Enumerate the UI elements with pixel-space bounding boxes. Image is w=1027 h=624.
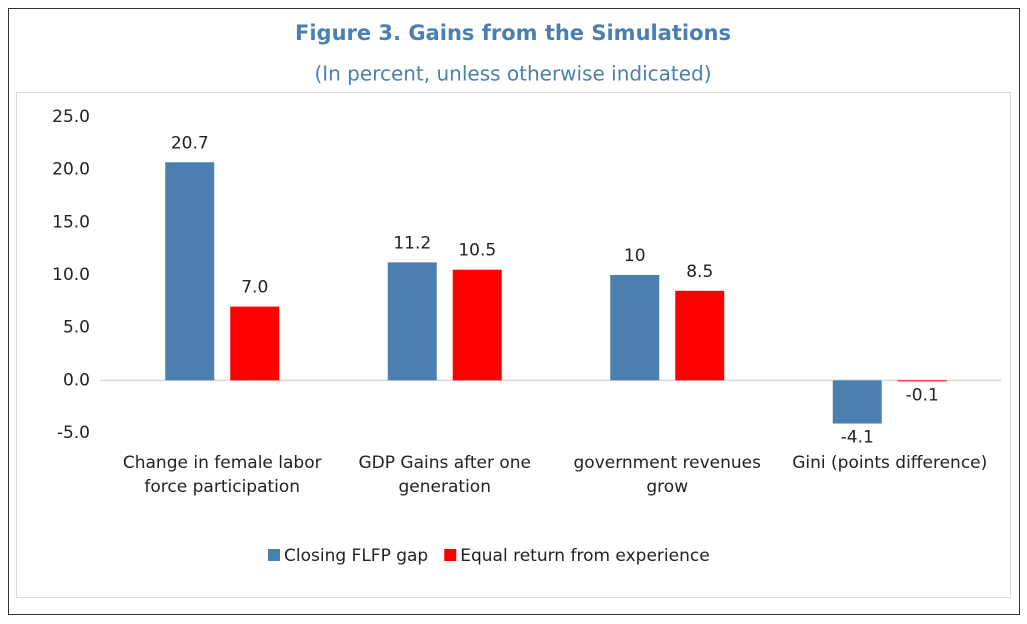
bar	[897, 380, 947, 382]
bar	[675, 290, 725, 381]
data-label: -0.1	[906, 385, 939, 405]
x-tick-label-box: Gini (points difference)	[792, 453, 988, 473]
bar	[165, 162, 215, 381]
y-tick-label: 15.0	[52, 212, 90, 232]
x-tick-label: Gini (points difference)	[792, 453, 988, 473]
bar	[610, 275, 660, 381]
x-tick-label: GDP Gains after one generation	[358, 453, 532, 497]
y-tick-label: 25.0	[52, 107, 90, 127]
y-tick-label: 0.0	[63, 370, 90, 390]
legend-swatch	[268, 549, 280, 561]
x-tick-label: Change in female labor force participati…	[122, 453, 322, 497]
chart-title: Figure 3. Gains from the Simulations	[295, 21, 731, 45]
data-label: 11.2	[393, 233, 431, 253]
y-tick-label: 20.0	[52, 160, 90, 180]
data-label: -4.1	[841, 428, 874, 448]
data-label: 10.5	[458, 241, 496, 261]
legend-label: Equal return from experience	[460, 546, 709, 566]
plot-frame	[16, 92, 1011, 598]
x-tick-label-box: Change in female labor force participati…	[122, 453, 322, 497]
y-tick-label: -5.0	[57, 423, 90, 443]
data-label: 7.0	[241, 278, 268, 298]
bar	[452, 269, 502, 381]
y-tick-label: 10.0	[52, 265, 90, 285]
data-label: 20.7	[171, 133, 209, 153]
x-tick-label-box: government revenues grow	[573, 453, 762, 497]
x-tick-label-box: GDP Gains after one generation	[358, 453, 532, 497]
data-label: 8.5	[686, 262, 713, 282]
chart-subtitle: (In percent, unless otherwise indicated)	[314, 62, 711, 86]
legend-swatch	[444, 549, 457, 561]
legend-label: Closing FLFP gap	[284, 546, 428, 566]
bar	[387, 262, 437, 381]
bar	[832, 380, 882, 424]
bar	[230, 306, 280, 381]
data-label: 10	[624, 246, 646, 266]
y-tick-label: 5.0	[63, 318, 90, 338]
x-tick-label: government revenues grow	[573, 453, 762, 497]
